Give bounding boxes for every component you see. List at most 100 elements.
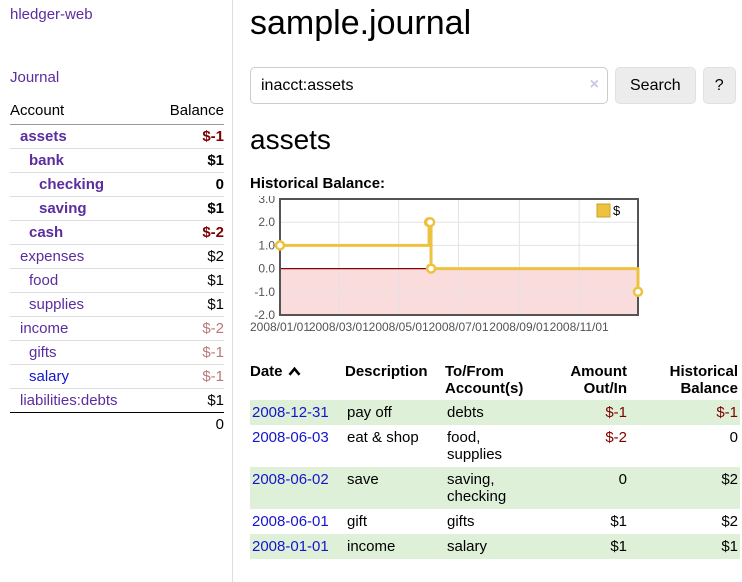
svg-text:-1.0: -1.0	[254, 285, 275, 299]
transaction-description: save	[347, 471, 379, 488]
register-col-description: Description	[345, 363, 428, 380]
account-link[interactable]: cash	[29, 224, 64, 241]
transaction-date-cell: 2008-06-01	[250, 509, 345, 534]
account-heading: assets	[250, 124, 331, 155]
transaction-row: 2008-06-01 gift gifts $1 $2	[250, 509, 740, 534]
account-link[interactable]: supplies	[29, 296, 85, 313]
svg-text:1.0: 1.0	[258, 238, 275, 252]
chart-canvas: $3.0 2.0 1.0 0.0 -1.0 -2.02008/01/012008/03/0…	[250, 192, 644, 334]
transaction-balance: 0	[729, 429, 738, 446]
sidebar-item-journal[interactable]: Journal	[10, 69, 60, 86]
register-col-amount: Amount Out/In	[570, 363, 627, 397]
transaction-accounts: salary	[447, 538, 488, 555]
transaction-row: 2008-06-02 save saving, checking 0 $2	[250, 467, 740, 509]
transaction-date-link[interactable]: 2008-06-02	[252, 471, 329, 488]
account-link[interactable]: saving	[39, 200, 87, 217]
transaction-row: 2008-06-03 eat & shop food, supplies $-2 0	[250, 425, 740, 467]
account-balance: $1	[152, 292, 224, 317]
transaction-accounts: gifts	[447, 513, 475, 530]
account-row: bank $1	[10, 148, 224, 173]
transaction-date-link[interactable]: 2008-01-01	[252, 538, 329, 555]
account-balance: $-2	[152, 220, 224, 245]
transaction-amount: $1	[610, 538, 627, 555]
register-header-row: Date Description To/From Account(s) Amou…	[250, 360, 740, 400]
transaction-balance: $1	[721, 538, 738, 555]
account-row: income $-2	[10, 316, 224, 341]
account-row: checking 0	[10, 172, 224, 197]
svg-text:2008/07/01: 2008/07/01	[428, 320, 488, 334]
register-col-date[interactable]: Date	[250, 360, 345, 400]
transaction-amount: $-2	[605, 429, 627, 446]
transaction-date-cell: 2008-06-02	[250, 467, 345, 509]
svg-text:2008/09/01: 2008/09/01	[489, 320, 549, 334]
account-row: supplies $1	[10, 292, 224, 317]
transaction-date-link[interactable]: 2008-06-01	[252, 513, 329, 530]
transaction-date-cell: 2008-06-03	[250, 425, 345, 467]
transaction-amount: $1	[610, 513, 627, 530]
svg-text:-2.0: -2.0	[254, 308, 275, 322]
transaction-date-cell: 2008-12-31	[250, 400, 345, 425]
accounts-col-account: Account	[10, 98, 153, 125]
register-col-date-label: Date	[250, 363, 283, 380]
page-title: sample.journal	[250, 4, 472, 42]
account-balance: 0	[152, 172, 224, 197]
transaction-description: pay off	[347, 404, 392, 421]
svg-text:2008/03/01: 2008/03/01	[309, 320, 369, 334]
account-link[interactable]: assets	[20, 128, 67, 145]
transaction-balance: $2	[721, 471, 738, 488]
transaction-accounts: saving, checking	[447, 471, 507, 505]
register-col-balance: Historical Balance	[669, 363, 738, 397]
transaction-date-link[interactable]: 2008-06-03	[252, 429, 329, 446]
account-link[interactable]: bank	[29, 152, 65, 169]
help-button[interactable]: ?	[702, 67, 736, 104]
account-balance: $-1	[152, 340, 224, 365]
account-row: liabilities:debts $1	[10, 388, 224, 413]
account-row: cash $-2	[10, 220, 224, 245]
account-link[interactable]: salary	[29, 368, 70, 385]
historical-balance-chart: $3.0 2.0 1.0 0.0 -1.0 -2.0 2008/01/01 2008/03/0…	[250, 192, 742, 342]
transaction-balance: $-1	[716, 404, 738, 421]
transaction-date-link[interactable]: 2008-12-31	[252, 404, 329, 421]
account-row: food $1	[10, 268, 224, 293]
chart-title: Historical Balance:	[250, 175, 386, 192]
register-body: 2008-12-31 pay off debts $-1 $-1 2008-06-03 ea…	[250, 400, 740, 559]
svg-text:$: $	[613, 203, 621, 218]
search-button[interactable]: Search	[615, 67, 696, 104]
account-balance: $1	[152, 388, 224, 413]
account-balance: $-2	[152, 316, 224, 341]
account-balance: $1	[152, 268, 224, 293]
accounts-total-balance: 0	[152, 412, 224, 436]
account-link[interactable]: checking	[39, 176, 105, 193]
svg-text:2.0: 2.0	[258, 215, 275, 229]
account-link[interactable]: liabilities:debts	[20, 392, 118, 409]
accounts-total-row: 0	[10, 412, 224, 436]
register-table: Date Description To/From Account(s) Amou…	[250, 360, 740, 559]
svg-text:3.0: 3.0	[258, 196, 275, 206]
transaction-accounts: debts	[447, 404, 484, 421]
account-link[interactable]: expenses	[20, 248, 85, 265]
transaction-accounts: food, supplies	[447, 429, 503, 463]
account-balance: $2	[152, 244, 224, 269]
search-bar: × Search ?	[250, 67, 742, 104]
clear-search-icon[interactable]: ×	[589, 76, 599, 93]
account-balance: $1	[152, 196, 224, 221]
account-row: assets $-1	[10, 125, 224, 149]
brand-link[interactable]: hledger-web	[10, 6, 93, 23]
transaction-balance: $2	[721, 513, 738, 530]
account-row: salary $-1	[10, 364, 224, 389]
account-link[interactable]: income	[20, 320, 69, 337]
account-link[interactable]: food	[29, 272, 59, 289]
transaction-amount: $-1	[605, 404, 627, 421]
search-input[interactable]	[250, 67, 608, 104]
transaction-description: gift	[347, 513, 368, 530]
accounts-col-balance: Balance	[152, 98, 224, 125]
account-row: gifts $-1	[10, 340, 224, 365]
svg-text:2008/11/01: 2008/11/01	[550, 320, 609, 334]
account-balance: $1	[152, 148, 224, 173]
accounts-header-row: Account Balance	[10, 98, 224, 125]
svg-text:0.0: 0.0	[258, 262, 275, 276]
transaction-description: eat & shop	[347, 429, 419, 446]
svg-text:2008/05/01: 2008/05/01	[369, 320, 429, 334]
account-link[interactable]: gifts	[29, 344, 57, 361]
register-col-accounts: To/From Account(s)	[445, 363, 524, 397]
